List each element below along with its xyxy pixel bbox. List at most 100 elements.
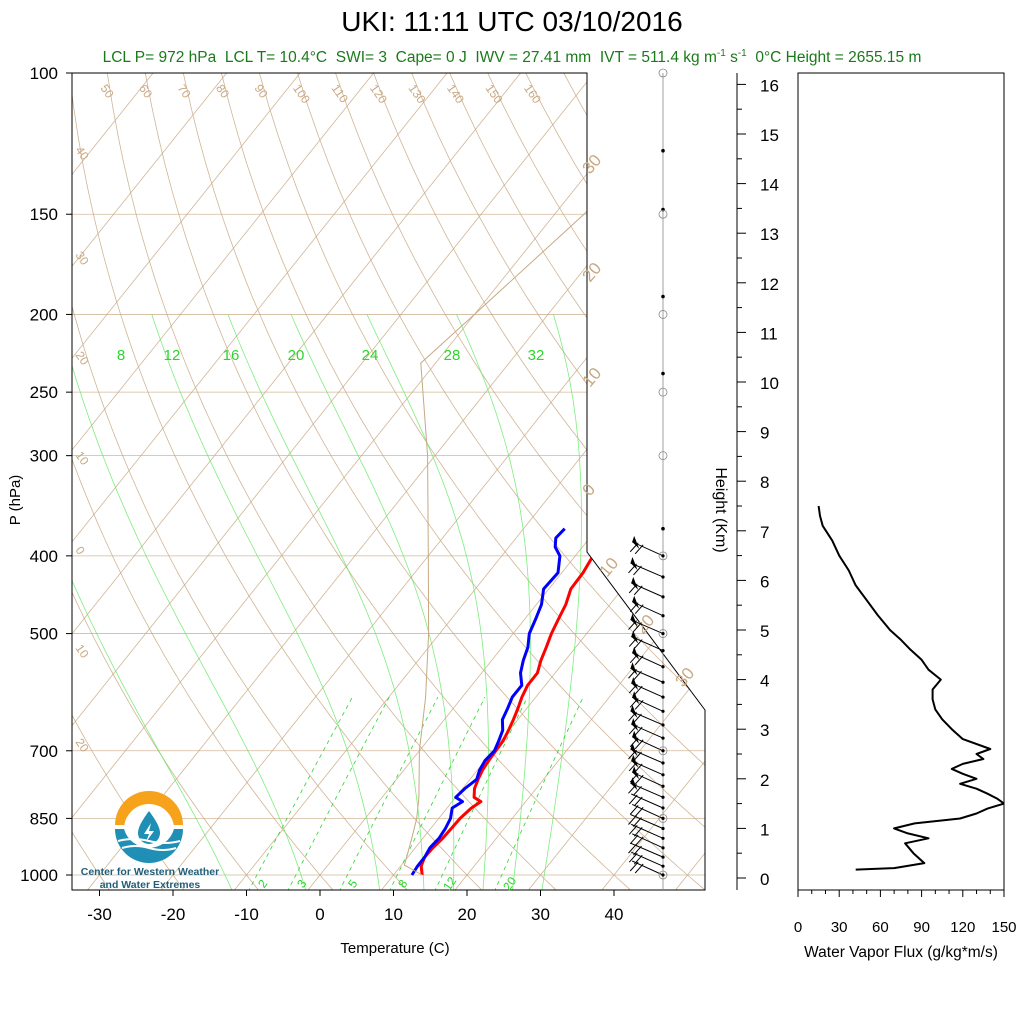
level-marker-dot <box>661 526 665 531</box>
wind-barb-dot <box>661 631 665 636</box>
height-tick-label: 5 <box>760 622 769 641</box>
level-marker-circle <box>658 68 668 78</box>
theta-label: 130 <box>406 82 429 107</box>
isotherm-line <box>379 73 705 890</box>
skew-t-frame <box>71 72 706 891</box>
wind-barb-dot <box>661 723 665 727</box>
theta-label: 50 <box>98 82 117 101</box>
wind-barb-feather <box>629 805 639 815</box>
wind-barb-dot <box>661 846 665 850</box>
temperature-tick-label: -20 <box>161 905 186 924</box>
level-marker-circle <box>658 451 668 461</box>
theta-label: 60 <box>136 82 155 101</box>
isotherm-line <box>72 73 301 890</box>
moist-adiabat-label: 12 <box>164 347 181 364</box>
dewpoint-profile-line <box>410 527 566 876</box>
sounding-stats: LCL P= 972 hPa LCL T= 10.4°C SWI= 3 Cape… <box>0 48 1024 67</box>
wind-barb-feather <box>628 683 638 694</box>
moist-adiabat-line <box>227 314 425 890</box>
level-marker-circle <box>658 387 668 397</box>
wind-barb-feather <box>633 713 642 724</box>
isotherm-side-label: 30 <box>73 249 92 268</box>
height-tick-label: 7 <box>760 523 769 542</box>
temperature-tick-label: 30 <box>531 905 550 924</box>
wind-barb-flag <box>630 777 638 791</box>
wind-barb-flag <box>631 754 639 768</box>
moist-adiabat-line <box>366 314 489 890</box>
parcel-profile-line <box>403 73 705 876</box>
wind-barb-flag <box>630 556 638 570</box>
isotherm-side-label: 40 <box>73 144 92 163</box>
isotherm-side-label: 10 <box>73 449 92 468</box>
moist-adiabat-label: 20 <box>288 347 305 364</box>
isotherm-line <box>72 73 521 890</box>
isotherm-side-label: 20 <box>73 736 92 755</box>
wind-barb-feather <box>633 785 642 796</box>
wind-barb-dot <box>661 806 665 810</box>
wind-barb-dot <box>661 836 665 840</box>
wind-barb <box>628 556 665 579</box>
wind-barb <box>628 814 665 831</box>
level-marker-dot <box>661 148 665 153</box>
wind-barb-flag <box>630 662 638 676</box>
wind-barb-feather <box>633 796 643 807</box>
level-marker-circle <box>658 870 668 880</box>
lcl-pressure: LCL P= 972 hPa <box>102 49 217 67</box>
level-marker-circle <box>658 629 668 638</box>
isotherm-side-label: 0 <box>73 544 88 558</box>
temperature-tick-label: -10 <box>234 905 259 924</box>
theta-label: 100 <box>290 82 313 107</box>
wind-barb-flag <box>630 704 638 718</box>
height-tick-label: 11 <box>760 324 778 343</box>
wind-barb <box>628 613 665 636</box>
wind-barb <box>628 823 665 840</box>
pressure-tick-label: 500 <box>30 625 58 644</box>
height-tick-label: 14 <box>760 176 779 195</box>
dry-adiabat-line <box>72 73 410 890</box>
height-tick-label: 13 <box>760 225 779 244</box>
wind-barb <box>629 803 665 820</box>
dry-adiabat-line <box>601 73 705 890</box>
level-marker-dot <box>661 371 665 376</box>
height-tick-label: 2 <box>760 771 769 790</box>
wind-barb <box>628 718 665 740</box>
wind-barb <box>629 833 665 850</box>
wind-barb-feather <box>633 639 643 649</box>
wind-barb-dot <box>661 761 665 765</box>
wind-barb-flag <box>632 595 640 609</box>
wind-barb-dot <box>661 784 665 788</box>
wind-barb <box>628 662 665 684</box>
wind-barb-feather <box>633 585 643 596</box>
cape-value: Cape= 0 J <box>395 49 467 67</box>
isotherm-line <box>600 73 705 890</box>
flux-tick-label: 120 <box>950 919 975 936</box>
wind-barb-feather <box>633 751 642 762</box>
flux-panel-frame <box>797 72 1005 891</box>
dry-adiabat-line <box>72 73 484 890</box>
moist-adiabat-label: 24 <box>362 347 379 364</box>
moist-adiabat-line <box>456 314 531 890</box>
flux-tick-label: 60 <box>872 919 889 936</box>
isotherm-line <box>526 73 705 890</box>
temperature-tick-label: 40 <box>605 905 624 924</box>
wind-barb-feather <box>628 761 638 772</box>
wind-barb-feather <box>628 583 638 594</box>
temperature-profile-line <box>419 532 604 876</box>
dry-adiabat-line <box>639 73 705 890</box>
x-axis-title: Temperature (C) <box>340 940 449 957</box>
height-tick-label: 6 <box>760 572 769 591</box>
wind-barb-dot <box>661 816 665 820</box>
wind-barb-dot <box>661 709 665 713</box>
wind-barb-feather <box>633 845 642 856</box>
pressure-tick-label: 150 <box>30 205 58 224</box>
cw3e-logo <box>115 791 183 863</box>
moist-adiabat-line <box>72 314 234 890</box>
isotherm-line <box>453 73 705 890</box>
wind-barb-feather <box>628 852 638 863</box>
wind-barb-feather <box>628 749 637 760</box>
wind-barb <box>629 595 665 618</box>
wind-barb-feather <box>634 544 644 555</box>
wind-barb-feather <box>629 653 639 664</box>
theta-label: 70 <box>175 82 194 101</box>
mixing-ratio-line <box>434 696 528 890</box>
